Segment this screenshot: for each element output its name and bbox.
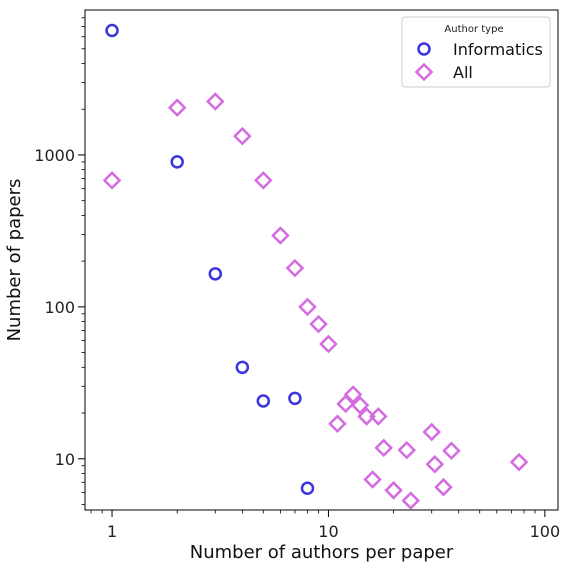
diamond-point: [384, 481, 403, 500]
circle-point: [235, 360, 250, 375]
x-tick-label: 100: [530, 522, 561, 541]
diamond-point: [309, 314, 328, 334]
diamond-point: [167, 98, 187, 117]
diamond-point: [509, 452, 529, 472]
circle-point: [208, 267, 223, 281]
diamond-point: [343, 385, 363, 404]
diamond-point: [434, 477, 453, 497]
circle-point: [105, 23, 119, 38]
legend: Author type Informatics All: [401, 16, 551, 88]
legend-marker-informatics: [417, 42, 431, 56]
y-tick-label: 10: [55, 450, 75, 469]
x-axis-label: Number of authors per paper: [190, 542, 454, 563]
y-axis-label: Number of papers: [4, 179, 25, 342]
circle-point: [256, 394, 271, 408]
legend-box: [401, 16, 551, 88]
y-tick-label: 100: [44, 298, 75, 317]
diamond-point: [422, 422, 441, 442]
diamond-point: [336, 394, 355, 414]
diamond-point: [233, 126, 252, 146]
legend-label-informatics: Informatics: [453, 40, 543, 59]
diamond-point: [401, 491, 421, 510]
data-points: [102, 23, 529, 510]
legend-label-all: All: [453, 63, 473, 82]
diamond-point: [425, 455, 445, 474]
diamond-point: [442, 441, 461, 460]
diamond-point: [285, 258, 305, 278]
circle-point: [300, 481, 315, 495]
diamond-point: [363, 470, 382, 489]
legend-title: Author type: [444, 24, 503, 35]
circle-point: [170, 155, 184, 169]
diamond-point: [298, 297, 317, 317]
diamond-point: [328, 414, 347, 434]
diamond-point: [319, 334, 338, 354]
diamond-point: [374, 438, 393, 458]
series-informatics: [105, 23, 315, 495]
x-tick-label: 1: [107, 522, 117, 541]
diamond-point: [350, 396, 370, 415]
axis-ticks: 1 10 100 10 100 1000: [34, 17, 561, 541]
circle-point: [288, 391, 302, 406]
plot-frame: [84, 9, 559, 511]
y-tick-label: 1000: [34, 146, 75, 165]
diamond-point: [397, 440, 417, 460]
diamond-point: [206, 92, 225, 111]
x-tick-label: 10: [318, 522, 338, 541]
legend-marker-all: [414, 62, 434, 82]
plot-area: [84, 9, 559, 511]
diamond-point: [369, 407, 388, 426]
diamond-point: [271, 226, 290, 245]
diamond-point: [254, 171, 273, 190]
series-all: [102, 92, 529, 510]
diamond-point: [102, 171, 122, 190]
